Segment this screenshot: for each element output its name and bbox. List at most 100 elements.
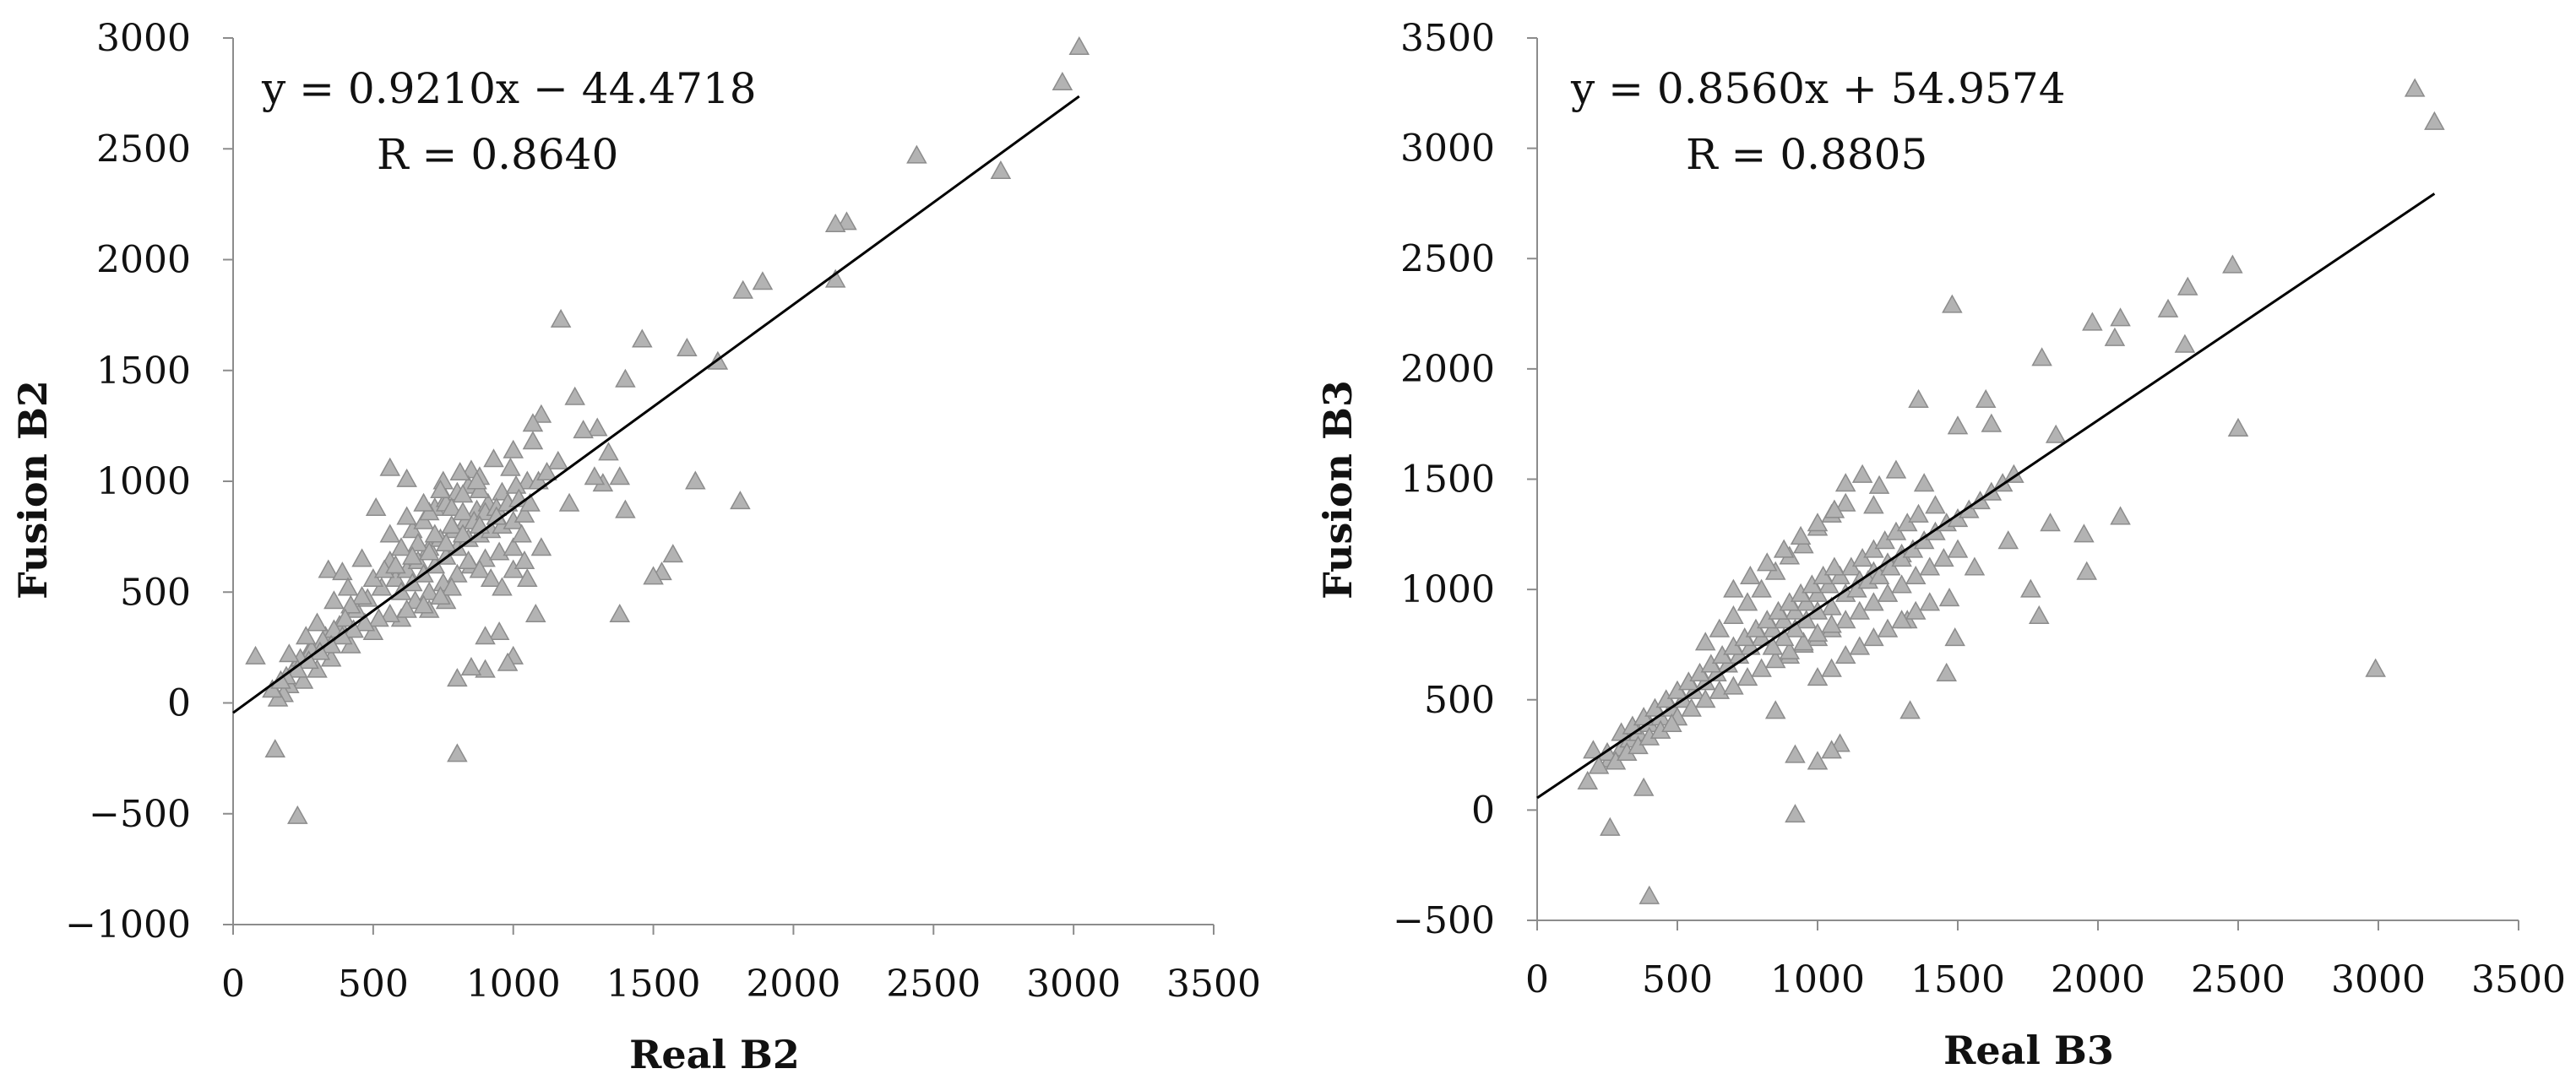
- data-point: [295, 626, 317, 645]
- data-point: [2020, 578, 2041, 598]
- y-tick-label: 500: [1424, 679, 1495, 722]
- data-point: [1633, 777, 1655, 796]
- data-point: [643, 566, 664, 585]
- data-point: [2177, 276, 2198, 296]
- x-tick-label: 0: [221, 963, 245, 1006]
- data-point: [1751, 578, 1772, 598]
- data-point: [1908, 503, 1929, 523]
- data-point: [1723, 578, 1744, 598]
- data-point: [486, 506, 508, 525]
- data-point: [292, 670, 314, 689]
- data-point: [1868, 475, 1890, 494]
- data-point: [449, 461, 470, 481]
- data-point: [1807, 751, 1829, 770]
- data-point: [990, 160, 1012, 180]
- data-point: [1773, 627, 1795, 647]
- data-point: [2365, 658, 2386, 677]
- data-point: [337, 577, 359, 596]
- trendline: [1536, 193, 2436, 800]
- x-tick-label: 3000: [1026, 963, 1121, 1006]
- data-point: [323, 590, 345, 610]
- data-point: [1834, 473, 1856, 492]
- regression-equation: y = 0.8560x + 54.9574: [1570, 64, 2066, 113]
- data-point: [1764, 700, 1786, 719]
- data-point: [379, 603, 401, 623]
- x-tick-label: 1000: [466, 963, 561, 1006]
- data-point: [368, 608, 389, 627]
- data-point: [584, 466, 606, 486]
- data-point: [2404, 78, 2426, 97]
- y-axis-title: Fusion B2: [10, 380, 56, 599]
- data-point: [379, 524, 401, 543]
- data-point: [354, 612, 376, 632]
- data-point: [1964, 556, 1986, 576]
- data-point: [2104, 327, 2126, 346]
- y-tick-label: 500: [120, 571, 191, 614]
- data-point: [1068, 35, 1090, 56]
- data-point: [351, 548, 372, 567]
- data-point: [379, 457, 401, 476]
- data-point: [452, 524, 474, 543]
- y-tick-label: 2500: [96, 127, 191, 171]
- data-point: [550, 308, 572, 328]
- data-point: [514, 550, 535, 570]
- y-tick-label: 0: [1471, 789, 1495, 832]
- data-point: [505, 475, 527, 494]
- data-point: [1821, 614, 1842, 633]
- data-point: [1885, 459, 1907, 479]
- x-tick-label: 2000: [2051, 958, 2145, 1001]
- regression-equation: y = 0.9210x − 44.4718: [261, 64, 757, 113]
- data-point: [1851, 464, 1873, 483]
- data-point: [2082, 312, 2103, 331]
- data-point: [1785, 744, 1806, 763]
- correlation-label: R = 0.8805: [1686, 130, 1927, 179]
- chart-fusion-b2: y = 0.9210x − 44.4718 R = 0.8640 Real B2…: [10, 17, 1261, 1077]
- data-point: [365, 496, 387, 517]
- y-tick-label: −1000: [65, 903, 191, 947]
- data-point: [1639, 885, 1660, 904]
- data-point: [732, 279, 753, 299]
- data-point: [558, 492, 580, 512]
- data-point: [488, 621, 510, 641]
- data-point: [522, 431, 544, 450]
- data-point: [1947, 539, 1969, 558]
- data-point: [730, 491, 751, 510]
- x-tick-label: 2000: [746, 963, 840, 1006]
- data-point: [475, 659, 496, 678]
- data-point: [430, 585, 451, 605]
- data-point: [573, 420, 594, 439]
- data-point: [2424, 111, 2445, 130]
- chart-fusion-b3: y = 0.8560x + 54.9574 R = 0.8805 Real B3…: [1315, 17, 2566, 1073]
- data-point: [1823, 499, 1845, 518]
- data-point: [460, 656, 482, 676]
- data-point: [1913, 473, 1935, 492]
- data-point: [547, 450, 569, 469]
- data-point: [1588, 755, 1610, 774]
- y-tick-label: 1000: [1400, 568, 1495, 611]
- data-point: [1790, 525, 1812, 545]
- data-point: [1947, 415, 1969, 435]
- data-point: [270, 670, 291, 689]
- data-point: [586, 417, 608, 437]
- data-point: [1694, 632, 1716, 651]
- y-tick-label: 1500: [1400, 458, 1495, 502]
- data-point: [536, 461, 557, 481]
- data-point: [475, 626, 496, 645]
- y-tick-label: 3000: [96, 17, 191, 60]
- data-point: [2040, 513, 2061, 532]
- data-point: [1925, 495, 1946, 514]
- data-point: [564, 386, 585, 405]
- data-point: [609, 603, 631, 623]
- y-tick-label: −500: [89, 793, 191, 836]
- data-point: [458, 550, 479, 570]
- data-point: [2045, 424, 2067, 443]
- data-point: [1942, 294, 1963, 313]
- data-point: [1823, 556, 1845, 576]
- data-point: [500, 457, 521, 476]
- data-point: [1723, 605, 1744, 625]
- y-tick-label: 3500: [1400, 17, 1495, 60]
- x-tick-label: 3500: [2471, 958, 2566, 1001]
- data-point: [492, 577, 513, 596]
- data-point: [530, 404, 552, 423]
- x-tick-label: 1000: [1770, 958, 1865, 1001]
